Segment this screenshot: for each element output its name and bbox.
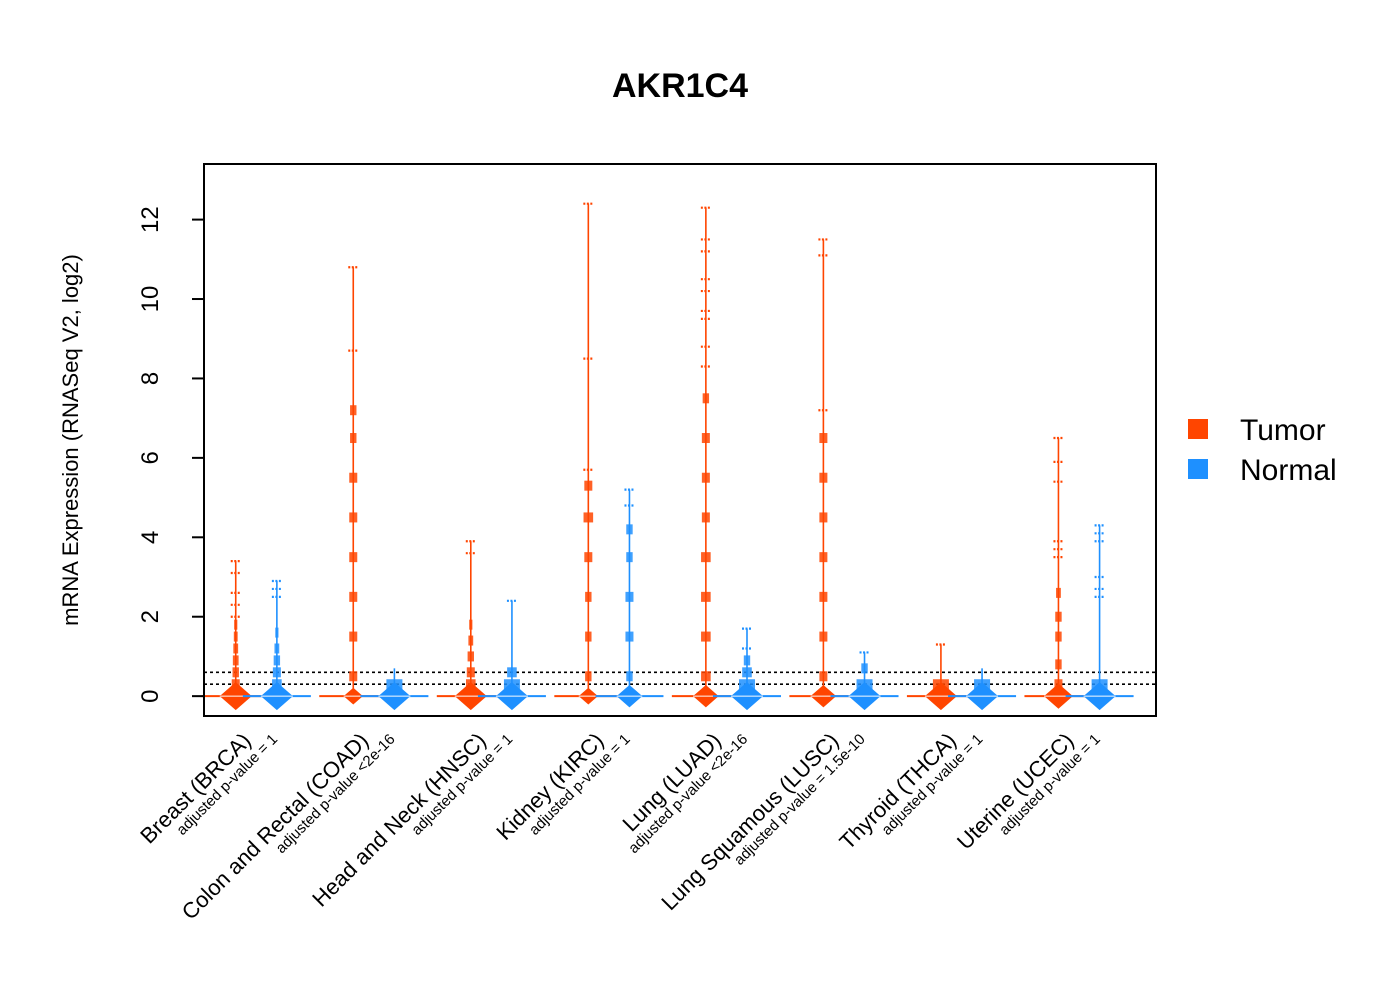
chart-title: AKR1C4	[612, 67, 748, 105]
tumor-density-band	[701, 433, 710, 444]
normal-density-band	[626, 671, 633, 682]
normal-density-band	[274, 643, 280, 654]
normal-density-band	[272, 667, 281, 678]
y-axis: 0 2 4 6 8 10 12	[137, 206, 204, 703]
normal-density-band	[275, 627, 279, 638]
tumor-swarm	[436, 540, 505, 711]
tumor-density-band	[232, 655, 239, 666]
legend-swatch	[1188, 459, 1208, 479]
tumor-density-band	[585, 591, 592, 602]
normal-density-band	[625, 591, 634, 602]
tumor-density-band	[350, 405, 357, 416]
normal-swarm	[242, 579, 311, 711]
normal-swarm	[830, 651, 899, 711]
legend: Tumor Normal	[1188, 414, 1337, 487]
normal-density-band	[626, 524, 633, 535]
tumor-density-band	[469, 619, 473, 630]
y-tick-label: 12	[137, 206, 164, 233]
tumor-density-band	[819, 512, 828, 523]
normal-swarm	[948, 668, 1017, 711]
tumor-density-band	[232, 667, 239, 678]
y-tick-label: 10	[137, 286, 164, 313]
tumor-density-band	[349, 552, 358, 563]
y-tick-label: 6	[137, 451, 164, 464]
normal-swarm	[477, 599, 546, 711]
plot-frame	[203, 163, 1157, 717]
normal-swarm	[1065, 524, 1134, 711]
tumor-density-band	[350, 433, 357, 444]
tumor-density-band	[701, 591, 711, 602]
tumor-density-band	[819, 552, 828, 563]
tumor-density-band	[234, 619, 238, 630]
tumor-swarm	[906, 643, 975, 711]
normal-density-band	[273, 655, 281, 666]
normal-density-band	[861, 663, 868, 674]
tumor-density-band	[701, 472, 710, 483]
plot-area	[201, 163, 1157, 717]
tumor-density-band	[349, 512, 358, 523]
tumor-density-band	[349, 631, 358, 642]
tumor-swarm	[201, 560, 270, 711]
tumor-density-band	[819, 472, 828, 483]
category-label: Colon and Rectal (COAD)	[177, 728, 374, 925]
tumor-density-band	[349, 671, 358, 682]
tumor-density-band	[583, 512, 594, 523]
tumor-density-band	[819, 631, 828, 642]
tumor-density-band	[819, 671, 828, 682]
y-axis-label: mRNA Expression (RNASeq V2, log2)	[58, 254, 83, 626]
tumor-density-band	[701, 512, 710, 523]
y-tick-label: 2	[137, 610, 164, 623]
tumor-density-band	[819, 433, 828, 444]
normal-density-band	[742, 667, 752, 678]
tumor-swarm	[554, 202, 623, 705]
tumor-density-band	[819, 591, 828, 602]
legend-label: Normal	[1240, 454, 1337, 487]
tumor-density-band	[701, 671, 711, 682]
normal-swarm	[360, 668, 429, 711]
tumor-swarm	[1024, 436, 1093, 709]
legend-swatch	[1188, 419, 1208, 439]
tumor-density-band	[585, 631, 592, 642]
y-tick-label: 4	[137, 531, 164, 544]
tumor-density-band	[233, 631, 238, 642]
normal-density-band	[743, 655, 751, 666]
tumor-swarm	[671, 206, 740, 708]
tumor-density-band	[349, 472, 358, 483]
tumor-density-band	[1055, 611, 1062, 622]
tumor-density-band	[1055, 659, 1062, 670]
tumor-density-band	[466, 667, 475, 678]
tumor-density-band	[233, 643, 239, 654]
tumor-swarm	[789, 238, 858, 708]
tumor-density-band	[349, 591, 358, 602]
legend-label: Tumor	[1240, 414, 1326, 447]
tumor-density-band	[702, 393, 710, 404]
tumor-density-band	[701, 631, 711, 642]
tumor-density-band	[1055, 631, 1062, 642]
y-tick-label: 0	[137, 689, 164, 702]
tumor-density-band	[584, 552, 593, 563]
tumor-density-band	[1056, 587, 1061, 598]
normal-density-band	[507, 667, 517, 678]
normal-swarm	[712, 627, 781, 711]
tumor-density-band	[584, 480, 593, 491]
tumor-density-band	[701, 552, 711, 563]
tumor-density-band	[467, 651, 474, 662]
normal-density-band	[626, 552, 633, 563]
tumor-density-band	[468, 635, 474, 646]
category-label: Breast (BRCA)	[135, 728, 256, 849]
tumor-density-band	[585, 671, 592, 682]
y-tick-label: 8	[137, 372, 164, 385]
normal-density-band	[625, 631, 634, 642]
normal-swarm	[595, 488, 664, 708]
tumor-swarm	[319, 266, 388, 705]
